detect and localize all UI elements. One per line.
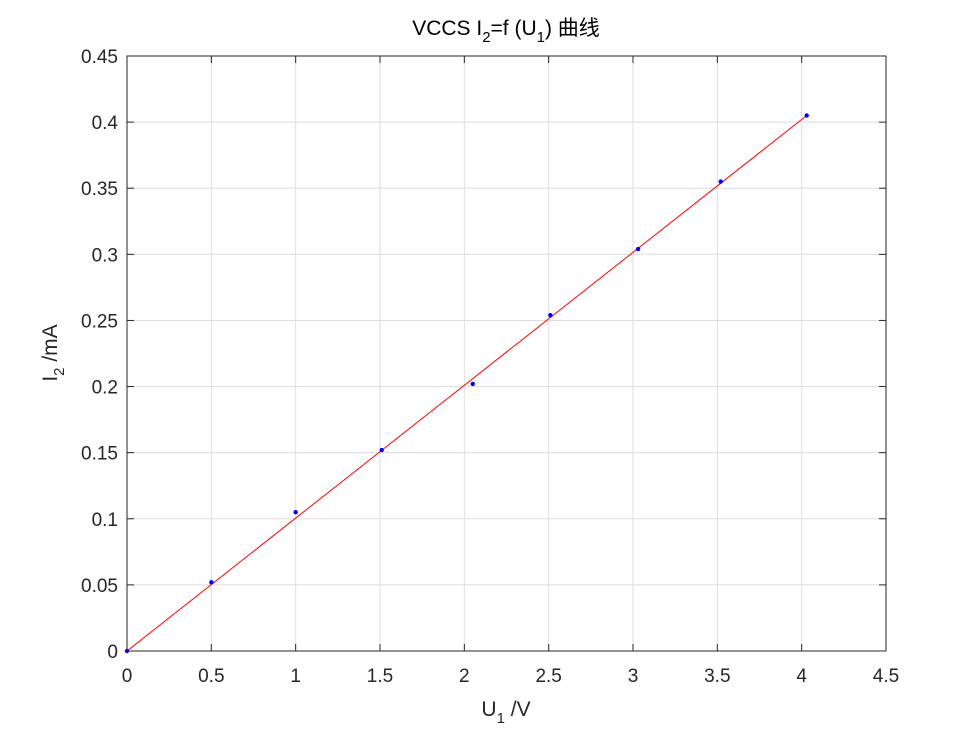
chart-title: VCCS I2=f (U1) 曲线 (412, 17, 600, 46)
x-tick-label: 1.5 (367, 666, 393, 687)
y-tick-label: 0 (107, 642, 118, 663)
x-tick-label: 4 (796, 666, 807, 687)
data-point (718, 179, 723, 184)
data-point (209, 580, 214, 585)
y-tick-label: 0.35 (81, 179, 118, 200)
y-tick-label: 0.05 (81, 576, 118, 597)
data-point (470, 381, 475, 387)
data-point (635, 246, 641, 252)
x-tick-label: 2.5 (535, 666, 561, 687)
data-point (548, 312, 553, 318)
y-axis-label: I2 /mA (39, 324, 68, 381)
y-tick-label: 0.4 (92, 113, 119, 134)
y-tick-label: 0.15 (81, 444, 118, 465)
x-tick-label: 4.5 (873, 666, 899, 687)
data-point (804, 113, 809, 118)
y-tick-label: 0.3 (92, 245, 118, 266)
x-axis-label: U1 /V (481, 698, 530, 727)
tick-layer: 0 0.5 1 1.5 2 2.5 3 3.5 4 4.5 0 0.05 0.1 0.15 0.2 0.25 0… (81, 47, 899, 687)
x-tick-label: 3 (628, 666, 639, 687)
x-tick-label: 0.5 (198, 666, 224, 687)
y-tick-label: 0.1 (92, 510, 118, 531)
x-tick-label: 0 (122, 666, 133, 687)
y-tick-label: 0.45 (81, 47, 118, 68)
y-tick-label: 0.25 (81, 311, 118, 332)
y-tick-label: 0.2 (92, 378, 118, 399)
plot-frame (126, 55, 887, 652)
fit-line (126, 115, 808, 652)
data-point (293, 509, 298, 515)
x-tick-label: 2 (459, 666, 470, 687)
x-tick-label: 3.5 (704, 666, 730, 687)
data-layer (124, 113, 809, 654)
data-point (379, 447, 384, 453)
x-tick-label: 1 (290, 666, 301, 687)
